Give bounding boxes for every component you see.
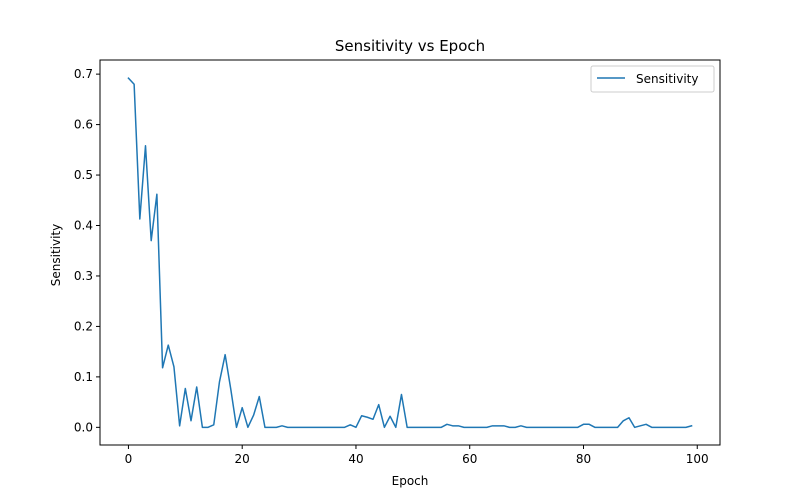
x-tick-label: 80	[576, 452, 591, 466]
x-axis-title: Epoch	[392, 474, 429, 488]
y-tick-label: 0.7	[74, 67, 93, 81]
y-tick-label: 0.6	[74, 118, 93, 132]
y-tick-label: 0.1	[74, 370, 93, 384]
y-axis-title: Sensitivity	[49, 224, 63, 286]
y-tick-label: 0.5	[74, 168, 93, 182]
legend-label-sensitivity: Sensitivity	[636, 72, 698, 86]
legend: Sensitivity	[590, 65, 715, 93]
y-tick-label: 0.3	[74, 269, 93, 283]
x-tick-label: 100	[686, 452, 709, 466]
y-tick-label: 0.0	[74, 420, 93, 434]
x-tick-label: 20	[235, 452, 250, 466]
plot-area: 0 20 40 60 80 100 0.0 0.1 0.2 0.3 0.4 0.5 0.6 0.7	[74, 59, 721, 466]
y-tick-label: 0.2	[74, 319, 93, 333]
chart-title: Sensitivity vs Epoch	[335, 37, 485, 55]
x-tick-label: 60	[462, 452, 477, 466]
y-tick-label: 0.4	[74, 219, 93, 233]
axes-frame	[99, 59, 721, 446]
x-tick-label: 40	[348, 452, 363, 466]
x-tick-label: 0	[125, 452, 133, 466]
series-line-0	[127, 77, 693, 429]
legend-box	[590, 65, 715, 93]
